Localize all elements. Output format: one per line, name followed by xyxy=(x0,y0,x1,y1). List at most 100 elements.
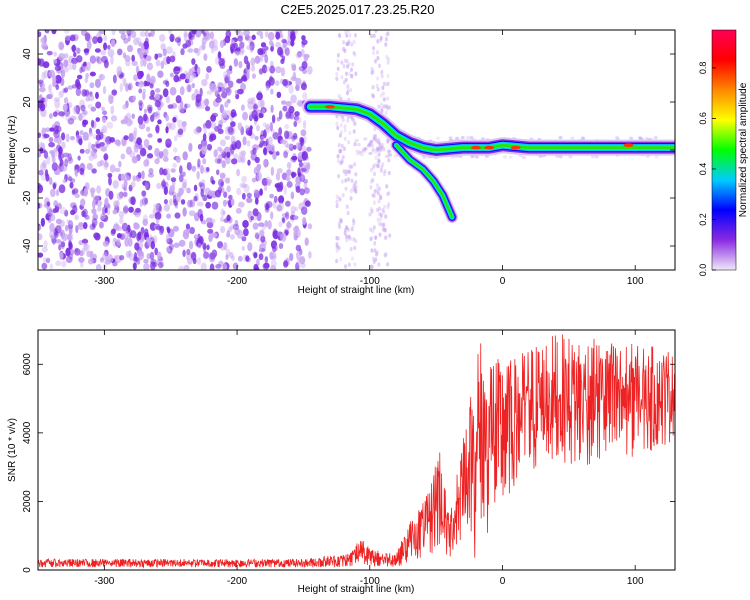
noise-speck xyxy=(165,168,170,174)
noise-speck xyxy=(291,206,296,213)
noise-speck xyxy=(337,154,340,158)
noise-speck xyxy=(113,210,118,215)
noise-speck xyxy=(341,75,344,79)
noise-speck xyxy=(202,242,206,249)
noise-speck xyxy=(242,193,246,200)
noise-speck xyxy=(253,189,258,194)
noise-speck xyxy=(201,146,207,155)
noise-speck xyxy=(346,205,349,209)
noise-speck xyxy=(386,205,389,209)
noise-speck xyxy=(145,181,149,189)
noise-speck xyxy=(43,61,50,68)
noise-speck xyxy=(302,151,308,160)
noise-speck xyxy=(568,155,572,158)
noise-speck xyxy=(387,60,390,64)
noise-speck xyxy=(581,136,585,139)
noise-speck xyxy=(100,50,106,56)
noise-speck xyxy=(267,220,272,229)
noise-speck xyxy=(344,264,347,268)
noise-speck xyxy=(283,260,288,268)
noise-speck xyxy=(85,215,90,220)
noise-speck xyxy=(124,115,129,124)
noise-speck xyxy=(177,120,183,128)
noise-speck xyxy=(147,63,153,71)
noise-speck xyxy=(189,227,195,234)
noise-speck xyxy=(169,123,176,131)
noise-speck xyxy=(379,217,382,221)
noise-speck xyxy=(381,86,384,90)
noise-speck xyxy=(388,105,391,109)
noise-speck xyxy=(285,201,291,207)
noise-speck xyxy=(220,226,225,233)
noise-speck xyxy=(169,243,174,250)
noise-speck xyxy=(350,196,353,200)
spectrogram-y-tick-label: 20 xyxy=(22,96,33,108)
noise-speck xyxy=(256,125,260,132)
noise-speck xyxy=(64,159,68,167)
noise-speck xyxy=(127,45,133,52)
noise-speck xyxy=(95,48,101,53)
noise-speck xyxy=(107,45,110,50)
noise-speck xyxy=(170,73,174,78)
noise-speck xyxy=(132,175,136,181)
noise-speck xyxy=(108,93,114,99)
noise-speck xyxy=(195,126,199,135)
noise-speck xyxy=(121,33,127,40)
noise-speck xyxy=(305,200,311,206)
noise-speck xyxy=(308,251,312,259)
noise-speck xyxy=(99,142,105,147)
noise-speck xyxy=(59,252,63,260)
noise-speck xyxy=(291,136,297,140)
noise-speck xyxy=(307,66,313,75)
colorbar-tick-label: 0.6 xyxy=(698,112,708,125)
noise-speck xyxy=(475,155,479,158)
noise-speck xyxy=(205,202,211,209)
noise-speck xyxy=(92,222,96,228)
noise-speck xyxy=(293,227,299,233)
noise-speck xyxy=(595,155,599,158)
noise-speck xyxy=(157,71,163,78)
noise-speck xyxy=(240,157,244,162)
noise-speck xyxy=(67,85,73,89)
spectrogram-y-tick-label: -40 xyxy=(22,238,33,253)
noise-speck xyxy=(138,100,143,106)
noise-speck xyxy=(288,85,294,94)
noise-speck xyxy=(377,218,380,222)
noise-speck xyxy=(120,83,123,92)
noise-speck xyxy=(336,126,339,130)
noise-speck xyxy=(186,84,192,92)
noise-speck xyxy=(122,104,127,109)
noise-speck xyxy=(345,238,348,242)
noise-speck xyxy=(191,166,196,172)
noise-speck xyxy=(259,244,262,250)
noise-speck xyxy=(376,39,379,43)
noise-speck xyxy=(386,96,389,100)
noise-speck xyxy=(350,42,353,46)
noise-speck xyxy=(52,75,56,84)
noise-speck xyxy=(257,164,261,170)
noise-speck xyxy=(225,254,228,260)
noise-speck xyxy=(134,242,139,250)
noise-speck xyxy=(285,47,290,56)
noise-speck xyxy=(191,83,195,88)
noise-speck xyxy=(388,153,392,156)
noise-speck xyxy=(77,135,82,144)
noise-speck xyxy=(40,37,45,43)
noise-speck xyxy=(384,236,387,240)
noise-speck xyxy=(103,153,108,160)
noise-speck xyxy=(289,253,293,261)
noise-speck xyxy=(373,225,376,229)
noise-speck xyxy=(142,92,145,100)
noise-speck xyxy=(138,82,145,88)
noise-speck xyxy=(65,248,70,257)
noise-speck xyxy=(345,42,348,46)
noise-speck xyxy=(269,194,274,199)
noise-speck xyxy=(143,263,149,271)
noise-speck xyxy=(237,230,244,239)
noise-speck xyxy=(49,177,53,185)
noise-speck xyxy=(270,105,273,113)
noise-speck xyxy=(301,129,307,136)
noise-speck xyxy=(223,71,226,78)
noise-speck xyxy=(155,125,159,132)
noise-speck xyxy=(236,208,242,214)
